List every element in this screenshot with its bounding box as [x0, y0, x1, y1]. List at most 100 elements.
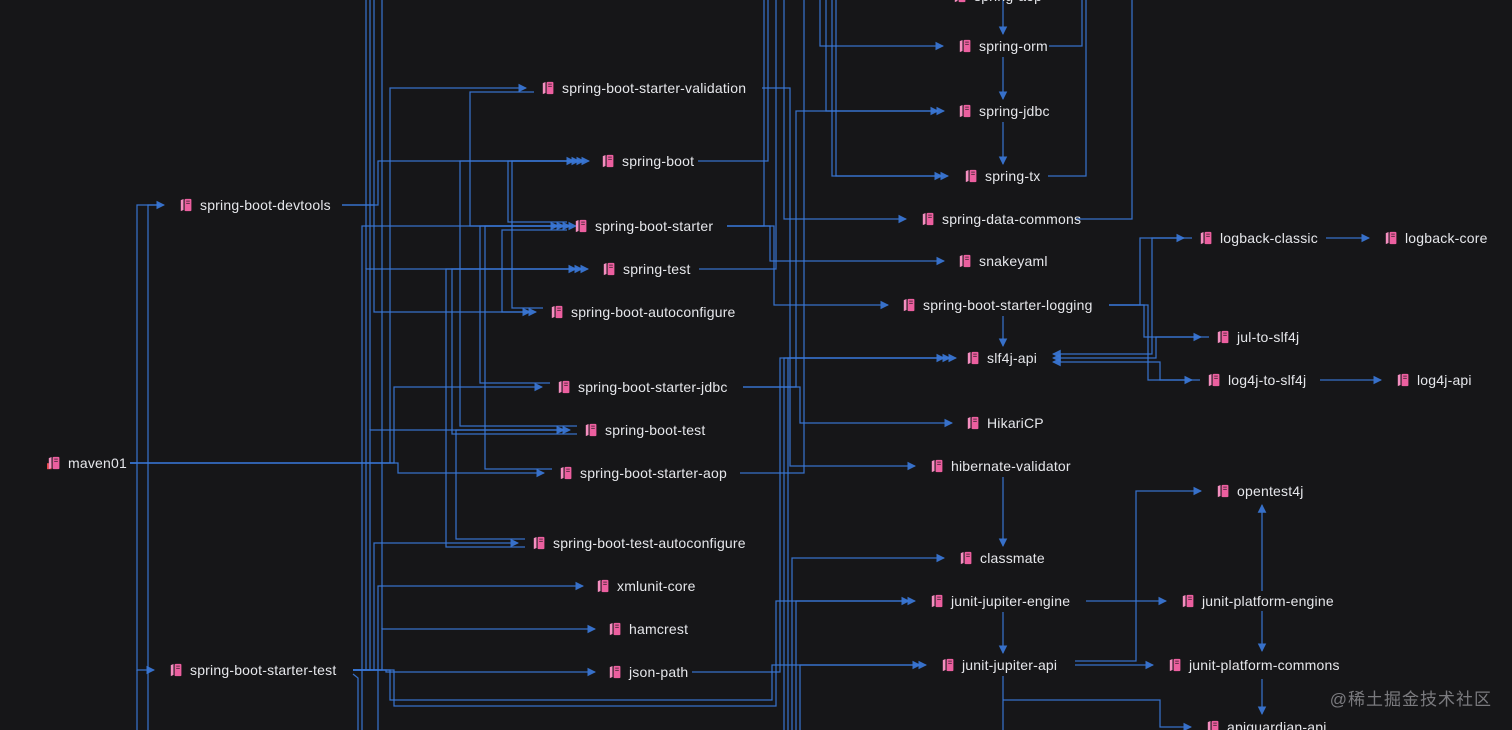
edge-validation-to-spring-boot-starter [469, 91, 566, 231]
dep-node-spring-boot-starter-validation[interactable]: spring-boot-starter-validation [540, 77, 746, 99]
edge-starter-test-to-hamcrest [353, 624, 597, 671]
edge-offscreen-bottom-to-classmate [791, 553, 946, 730]
library-icon [549, 304, 565, 320]
edge-maven01-to-starter-aop [130, 462, 546, 478]
dep-node-spring-boot-test[interactable]: spring-boot-test [583, 419, 705, 441]
edge-offscreen-bottom-to-slf4j-api-2 [787, 353, 958, 730]
dep-node-spring-boot[interactable]: spring-boot [600, 150, 694, 172]
dep-node-label: hibernate-validator [951, 458, 1071, 474]
dep-node-json-path[interactable]: json-path [607, 661, 688, 683]
edge-starter-jdbc-to-spring-jdbc [743, 106, 946, 388]
dep-node-jul-to-slf4j[interactable]: jul-to-slf4j [1215, 326, 1299, 348]
dep-node-logback-core[interactable]: logback-core [1383, 227, 1488, 249]
edge-spring-boot-test-to-spring-boot [459, 156, 577, 427]
library-icon [1167, 657, 1183, 673]
library-icon [963, 168, 979, 184]
dep-node-log4j-api[interactable]: log4j-api [1395, 369, 1472, 391]
dep-node-apiguardian-api[interactable]: apiguardian-api [1205, 716, 1327, 730]
dep-node-spring-boot-autoconfigure[interactable]: spring-boot-autoconfigure [549, 301, 736, 323]
dep-node-slf4j-api[interactable]: slf4j-api [965, 347, 1037, 369]
library-icon [929, 593, 945, 609]
edge-logback-classic-to-slf4j-api [1051, 237, 1192, 359]
dep-node-label: spring-tx [985, 168, 1041, 184]
dep-node-logback-classic[interactable]: logback-classic [1198, 227, 1318, 249]
library-icon [531, 535, 547, 551]
edge-json-path-to-slf4j-api [692, 353, 946, 673]
dep-node-junit-jupiter-engine[interactable]: junit-jupiter-engine [929, 590, 1070, 612]
dep-node-classmate[interactable]: classmate [958, 547, 1045, 569]
dep-node-label: slf4j-api [987, 350, 1038, 366]
dep-node-spring-data-commons[interactable]: spring-data-commons [920, 208, 1081, 230]
dep-node-label: junit-platform-commons [1189, 657, 1340, 673]
dep-node-label: classmate [980, 550, 1045, 566]
edge-starter-test-to-xmlunit-core [353, 581, 585, 671]
edge-test-autoconfigure-to-spring-test [445, 264, 578, 548]
edge-starter-logging-to-log4j-to-slf4j [1109, 304, 1194, 385]
dep-node-spring-boot-starter-logging[interactable]: spring-boot-starter-logging [901, 294, 1093, 316]
edge-devtools-to-spring-boot [342, 156, 591, 206]
library-icon [168, 662, 184, 678]
dep-node-spring-boot-devtools[interactable]: spring-boot-devtools [178, 194, 331, 216]
edge-offscreen-top-to-spring-data-commons [783, 0, 908, 224]
dep-node-label: spring-aop [974, 0, 1042, 4]
dep-node-label: opentest4j [1237, 483, 1304, 499]
dep-node-hibernate-validator[interactable]: hibernate-validator [929, 455, 1071, 477]
library-icon [952, 0, 968, 4]
dep-node-label: spring-boot-starter-test [190, 662, 337, 678]
dep-node-label: spring-boot-devtools [200, 197, 331, 213]
dep-node-spring-tx[interactable]: spring-tx [963, 165, 1040, 187]
dep-node-spring-aop[interactable]: spring-aop [952, 0, 1042, 7]
edge-starter-logging-to-logback-classic [1109, 233, 1186, 306]
edge-junit-jupiter-api-to-apiguardian [1003, 699, 1193, 730]
dep-node-junit-platform-commons[interactable]: junit-platform-commons [1167, 654, 1340, 676]
library-icon [178, 197, 194, 213]
dep-node-snakeyaml[interactable]: snakeyaml [957, 250, 1048, 272]
library-icon [540, 80, 556, 96]
library-icon [1383, 230, 1399, 246]
dep-node-HikariCP[interactable]: HikariCP [965, 412, 1044, 434]
dep-node-label: spring-boot-test-autoconfigure [553, 535, 746, 551]
edge-validation-to-hibernate-validator [762, 87, 917, 471]
library-icon [965, 415, 981, 431]
dep-node-spring-boot-starter-jdbc[interactable]: spring-boot-starter-jdbc [556, 376, 728, 398]
edge-offscreen-top-to-spring-orm [819, 0, 945, 51]
dep-node-label: json-path [629, 664, 689, 680]
dep-node-label: spring-boot-autoconfigure [571, 304, 736, 320]
edge-spring-tx-offscreen-top [1048, 0, 1087, 177]
dep-node-junit-platform-engine[interactable]: junit-platform-engine [1180, 590, 1334, 612]
library-icon [929, 458, 945, 474]
library-icon [957, 103, 973, 119]
edge-spring-boot-starter-to-autoconfigure [501, 229, 567, 317]
dep-node-maven01[interactable]: maven01 [46, 452, 127, 474]
edge-test-autoconfigure-to-spring-boot-test [455, 425, 566, 540]
dep-node-label: spring-data-commons [942, 211, 1082, 227]
dep-node-label: log4j-api [1417, 372, 1472, 388]
dep-node-junit-jupiter-api[interactable]: junit-jupiter-api [940, 654, 1057, 676]
dep-node-spring-boot-starter[interactable]: spring-boot-starter [573, 215, 713, 237]
dep-node-spring-boot-starter-aop[interactable]: spring-boot-starter-aop [558, 462, 727, 484]
dep-node-xmlunit-core[interactable]: xmlunit-core [595, 575, 696, 597]
edge-maven01-to-starter-validation [130, 83, 528, 464]
dep-node-spring-boot-test-autoconfigure[interactable]: spring-boot-test-autoconfigure [531, 532, 746, 554]
library-icon [583, 422, 599, 438]
dep-node-spring-jdbc[interactable]: spring-jdbc [957, 100, 1050, 122]
dep-node-log4j-to-slf4j[interactable]: log4j-to-slf4j [1206, 369, 1306, 391]
edge-spring-boot-starter-to-spring-boot [507, 156, 586, 223]
dep-node-opentest4j[interactable]: opentest4j [1215, 480, 1304, 502]
dep-node-hamcrest[interactable]: hamcrest [607, 618, 688, 640]
dep-node-spring-test[interactable]: spring-test [601, 258, 691, 280]
library-icon [957, 38, 973, 54]
dep-node-spring-orm[interactable]: spring-orm [957, 35, 1048, 57]
library-icon [940, 657, 956, 673]
edge-offscreen-top-to-spring-tx-2 [835, 0, 944, 181]
module-icon [46, 455, 62, 471]
library-icon [1206, 372, 1222, 388]
edge-maven01-to-starter-jdbc [130, 382, 544, 464]
edge-spring-boot-starter-to-starter-logging [727, 225, 890, 310]
edge-offscreen-bottom-to-junit-jupiter-api [799, 660, 922, 730]
edge-spring-boot-offscreen-top [698, 0, 769, 162]
edge-offscreen-top-to-spring-jdbc [825, 0, 940, 116]
dep-node-spring-boot-starter-test[interactable]: spring-boot-starter-test [168, 659, 336, 681]
